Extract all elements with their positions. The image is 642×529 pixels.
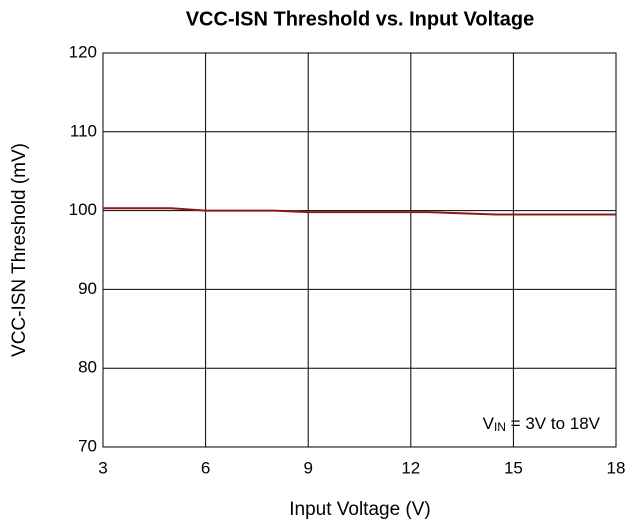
y-tick-label: 110	[70, 121, 97, 140]
chart-title: VCC-ISN Threshold vs. Input Voltage	[186, 8, 535, 30]
x-axis-label: Input Voltage (V)	[289, 499, 431, 520]
y-tick-label: 120	[69, 42, 97, 61]
x-tick-label: 12	[401, 458, 420, 477]
y-tick-label: 90	[78, 279, 97, 298]
y-axis-label: VCC-ISN Threshold (mV)	[9, 143, 30, 357]
y-tick-label: 80	[78, 358, 97, 377]
y-tick-label: 70	[78, 436, 97, 455]
data-line	[103, 207, 616, 216]
x-tick-label: 18	[607, 458, 626, 477]
x-tick-label: 15	[504, 458, 523, 477]
x-tick-label: 6	[201, 458, 210, 477]
annotation-part: V	[483, 414, 495, 433]
annotation-part: = 3V to 18V	[506, 414, 601, 433]
x-tick-label: 9	[303, 458, 312, 477]
annotation-part: IN	[494, 420, 506, 434]
y-tick-label: 100	[69, 200, 97, 219]
plot-frame	[102, 52, 617, 448]
x-tick-label: 3	[98, 458, 107, 477]
annotation: VIN = 3V to 18V	[483, 414, 601, 434]
